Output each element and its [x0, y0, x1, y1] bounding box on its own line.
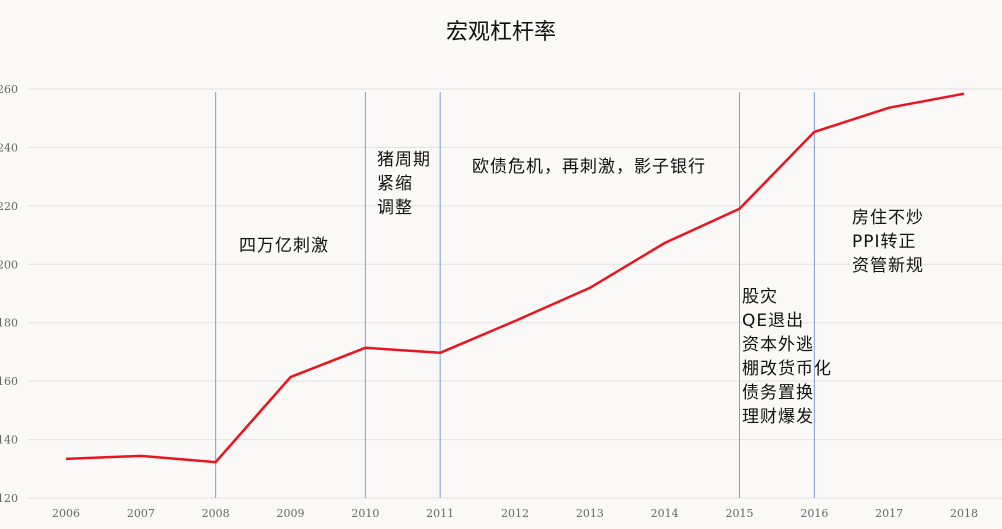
x-tick-label: 2013 — [576, 507, 604, 520]
x-tick-label: 2018 — [950, 507, 978, 520]
x-tick-label: 2012 — [501, 507, 529, 520]
gridlines — [28, 88, 1002, 499]
vertical-markers — [215, 92, 815, 498]
y-tick-label: 220 — [0, 200, 18, 213]
leverage-line — [65, 92, 965, 464]
x-axis: 2006 2007 2008 2009 2010 2011 2012 2013 2014 2015… — [52, 507, 978, 520]
x-tick-label: 2015 — [726, 507, 754, 520]
y-tick-label: 120 — [0, 492, 18, 505]
annotation-pig-cycle: 猪周期 紧缩 调整 — [377, 150, 431, 218]
y-tick-label: 140 — [0, 434, 18, 447]
y-tick-label: 160 — [0, 375, 18, 388]
x-tick-label: 2011 — [426, 507, 454, 520]
y-tick-label: 260 — [0, 83, 18, 96]
y-tick-label: 200 — [0, 258, 18, 271]
x-tick-label: 2008 — [202, 507, 230, 520]
y-tick-label: 240 — [0, 141, 18, 154]
annotation-four-trillion: 四万亿刺激 — [239, 236, 329, 256]
x-tick-label: 2009 — [277, 507, 305, 520]
x-tick-label: 2010 — [351, 507, 379, 520]
x-tick-label: 2006 — [52, 507, 80, 520]
annotation-stock-crash: 股灾 QE退出 资本外逃 棚改货币化 债务置换 理财爆发 — [742, 287, 832, 427]
y-tick-label: 180 — [0, 317, 18, 330]
annotation-housing: 房住不炒 PPI转正 资管新规 — [852, 208, 924, 276]
annotation-euro-debt: 欧债危机，再刺激，影子银行 — [472, 157, 706, 177]
x-tick-label: 2017 — [875, 507, 903, 520]
x-tick-label: 2016 — [800, 507, 828, 520]
y-axis: 120 140 160 180 200 220 240 260 — [0, 83, 18, 505]
chart-title: 宏观杠杆率 — [445, 20, 556, 45]
x-tick-label: 2007 — [127, 507, 155, 520]
x-tick-label: 2014 — [651, 507, 679, 520]
